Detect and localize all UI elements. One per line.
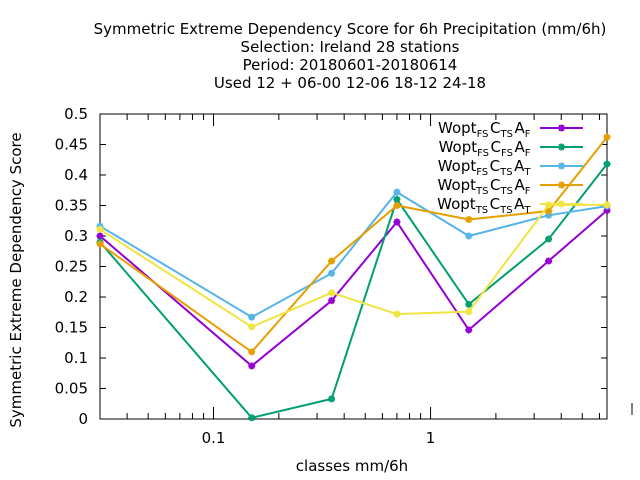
legend-marker xyxy=(558,143,565,151)
y-axis-label: Symmetric Extreme Dependency Score xyxy=(7,132,25,427)
chart-subtitle-used: Used 12 + 06-00 12-06 18-12 24-18 xyxy=(214,74,486,92)
chart-subtitle-selection: Selection: Ireland 28 stations xyxy=(241,38,460,56)
legend-subscript: FS xyxy=(476,167,488,178)
y-tick-label: 0.45 xyxy=(55,136,88,154)
legend: WoptFS CTS AF WoptFS CFS AF WoptFS CTS A… xyxy=(437,119,583,216)
data-point xyxy=(465,326,473,334)
y-tick-label: 0.05 xyxy=(55,380,88,398)
data-point xyxy=(393,310,401,318)
series-line-0 xyxy=(99,209,608,368)
x-axis: 0.1 1 xyxy=(99,114,633,447)
legend-text: C xyxy=(490,195,500,213)
data-point xyxy=(545,211,553,219)
data-point xyxy=(465,308,473,316)
y-tick-label: 0.2 xyxy=(64,288,88,306)
legend-subscript: TS xyxy=(475,205,488,216)
legend-text: C xyxy=(490,119,500,137)
data-point xyxy=(545,235,553,243)
legend-subscript: TS xyxy=(499,167,512,178)
legend-label-4: WoptTS CTS AT xyxy=(437,195,532,216)
y-tick-label: 0.15 xyxy=(55,319,88,337)
data-point xyxy=(603,133,611,141)
legend-text: A xyxy=(514,119,525,137)
x-tick-label: 0.1 xyxy=(202,429,226,447)
legend-text: Wopt xyxy=(439,138,478,156)
chart-title: Symmetric Extreme Dependency Score for 6… xyxy=(94,20,607,38)
y-axis: 0 0.05 0.1 0.15 0.2 0.25 0.3 0.35 0.4 0.45 0.5 xyxy=(55,105,607,428)
legend-subscript: FS xyxy=(501,148,513,159)
legend-label-3: WoptTS CTS AF xyxy=(438,176,533,197)
data-point xyxy=(328,257,336,265)
data-point xyxy=(96,240,104,248)
legend-subscript: FS xyxy=(477,148,489,159)
legend-text: C xyxy=(490,176,500,194)
data-point xyxy=(545,257,553,265)
legend-subscript: F xyxy=(525,129,531,140)
data-point xyxy=(393,195,401,203)
legend-text: Wopt xyxy=(438,176,477,194)
data-point xyxy=(465,232,473,240)
data-point xyxy=(603,206,611,214)
data-point xyxy=(248,348,256,356)
legend-subscript: FS xyxy=(477,129,489,140)
legend-marker xyxy=(558,200,565,208)
data-point xyxy=(328,269,336,277)
data-point xyxy=(248,414,256,422)
legend-subscript: F xyxy=(525,148,531,159)
x-tick-label: 1 xyxy=(426,429,436,447)
legend-text: Wopt xyxy=(437,195,476,213)
legend-text: C xyxy=(490,157,500,175)
data-point xyxy=(248,362,256,370)
series-group xyxy=(96,133,611,422)
data-point xyxy=(465,300,473,308)
data-point xyxy=(248,323,256,331)
y-tick-label: 0.1 xyxy=(64,349,88,367)
legend-marker xyxy=(558,124,565,132)
data-point xyxy=(328,297,336,305)
x-axis-label: classes mm/6h xyxy=(296,457,408,475)
y-tick-label: 0 xyxy=(78,410,88,428)
legend-subscript: TS xyxy=(499,205,512,216)
legend-subscript: T xyxy=(523,167,531,178)
legend-label-1: WoptFS CFS AF xyxy=(439,138,532,159)
data-point xyxy=(328,395,336,403)
legend-text: C xyxy=(491,138,501,156)
legend-text: A xyxy=(514,138,525,156)
legend-text: A xyxy=(514,157,525,175)
data-point xyxy=(603,160,611,168)
series-line-4 xyxy=(99,203,607,329)
legend-subscript: TS xyxy=(500,186,513,197)
data-point xyxy=(465,216,473,224)
legend-marker xyxy=(558,181,565,189)
data-point xyxy=(545,207,553,215)
y-tick-label: 0.4 xyxy=(64,166,88,184)
data-point xyxy=(248,313,256,321)
legend-text: A xyxy=(514,176,525,194)
data-point xyxy=(393,218,401,226)
legend-label-2: WoptFS CTS AT xyxy=(438,157,532,178)
y-tick-label: 0.25 xyxy=(55,258,88,276)
y-tick-label: 0.5 xyxy=(64,105,88,123)
legend-subscript: TS xyxy=(475,186,488,197)
data-point xyxy=(96,225,104,233)
y-tick-label: 0.3 xyxy=(64,227,88,245)
legend-text: A xyxy=(514,195,525,213)
legend-label-0: WoptFS CTS AF xyxy=(438,119,532,140)
y-tick-label: 0.35 xyxy=(55,197,88,215)
data-point xyxy=(328,289,336,297)
legend-text: Wopt xyxy=(438,157,477,175)
legend-marker xyxy=(558,162,565,170)
legend-subscript: T xyxy=(523,205,531,216)
data-point xyxy=(393,188,401,196)
chart-subtitle-period: Period: 20180601-20180614 xyxy=(243,56,458,74)
legend-subscript: F xyxy=(525,186,531,197)
data-point xyxy=(393,202,401,209)
legend-subscript: TS xyxy=(500,129,513,140)
data-point xyxy=(603,201,611,209)
data-point xyxy=(96,232,104,240)
legend-text: Wopt xyxy=(438,119,477,137)
